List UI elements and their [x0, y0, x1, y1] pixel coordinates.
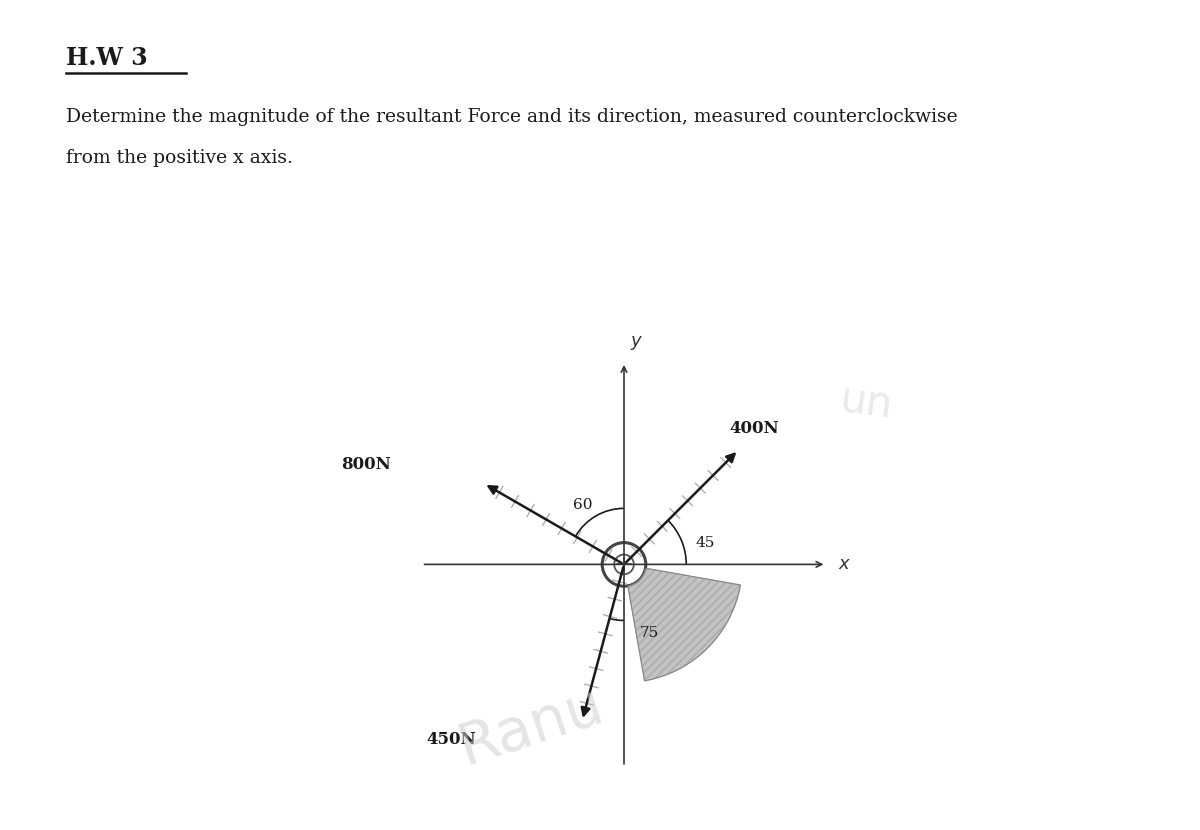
Text: 450N: 450N — [426, 731, 476, 748]
Text: un: un — [838, 378, 896, 427]
Text: 800N: 800N — [341, 457, 390, 473]
Text: 75: 75 — [640, 626, 659, 640]
Text: 400N: 400N — [730, 420, 779, 437]
Text: Ranu: Ranu — [451, 676, 611, 776]
Text: x: x — [839, 555, 850, 574]
Text: 45: 45 — [696, 535, 715, 549]
Text: y: y — [630, 332, 641, 349]
Text: Determine the magnitude of the resultant Force and its direction, measured count: Determine the magnitude of the resultant… — [66, 108, 958, 126]
Polygon shape — [628, 569, 740, 681]
Text: H.W 3: H.W 3 — [66, 46, 148, 70]
Text: from the positive x axis.: from the positive x axis. — [66, 149, 293, 168]
Text: 60: 60 — [574, 498, 593, 512]
